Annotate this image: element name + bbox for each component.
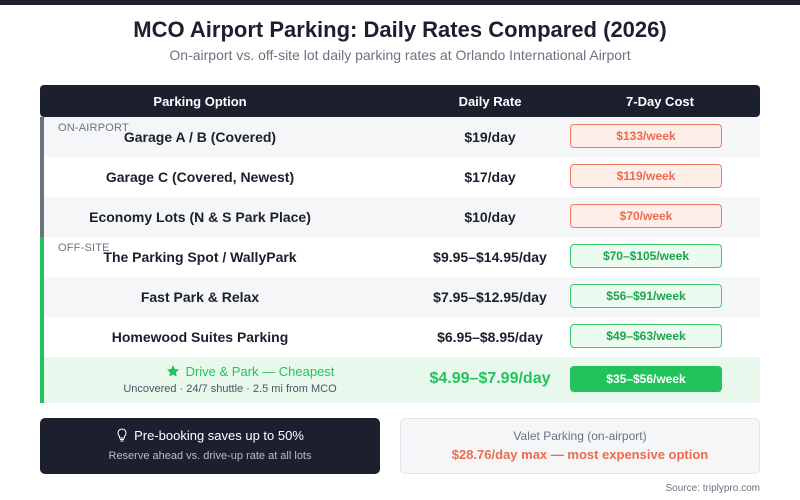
prebook-callout: Pre-booking saves up to 50% Reserve ahea… (40, 418, 380, 474)
row-week-cost-badge: $70/week (570, 204, 722, 228)
section-label-off-site: OFF-SITE (58, 242, 110, 254)
prebook-callout-title: Pre-booking saves up to 50% (40, 428, 380, 443)
cheapest-option-label: Drive & Park — Cheapest (185, 364, 335, 379)
column-header-option: Parking Option (153, 94, 247, 109)
cheapest-week-cost-badge: $35–$56/week (570, 366, 722, 392)
cheapest-option-row: Drive & Park — Cheapest Uncovered · 24/7… (40, 357, 760, 403)
table-row: Fast Park & Relax $7.95–$12.95/day $56–$… (40, 277, 760, 317)
row-option: Economy Lots (N & S Park Place) (89, 209, 311, 225)
lightbulb-icon (117, 428, 127, 442)
table-row: Garage C (Covered, Newest) $17/day $119/… (40, 157, 760, 197)
cheapest-daily-rate: $4.99–$7.99/day (429, 370, 551, 387)
table-row: The Parking Spot / WallyPark $9.95–$14.9… (40, 237, 760, 277)
row-week-cost-badge: $133/week (570, 124, 722, 148)
table-row: Economy Lots (N & S Park Place) $10/day … (40, 197, 760, 237)
row-option: Homewood Suites Parking (111, 329, 289, 345)
row-week-cost-badge: $70–$105/week (570, 244, 722, 268)
valet-callout: Valet Parking (on-airport) $28.76/day ma… (400, 418, 760, 474)
row-daily-rate: $7.95–$12.95/day (433, 289, 547, 305)
table-header: Parking Option Daily Rate 7-Day Cost (40, 85, 760, 117)
table-row: Garage A / B (Covered) $19/day $133/week (40, 117, 760, 157)
source-credit: Source: triplypro.com (665, 483, 760, 494)
cheapest-option-details: Uncovered · 24/7 shuttle · 2.5 mi from M… (123, 383, 337, 395)
star-icon (166, 365, 179, 377)
row-daily-rate: $19/day (464, 129, 516, 145)
row-option: Garage A / B (Covered) (123, 129, 277, 145)
chart-title: MCO Airport Parking: Daily Rates Compare… (133, 17, 667, 42)
prebook-callout-text: Reserve ahead vs. drive-up rate at all l… (108, 450, 312, 462)
row-option: Garage C (Covered, Newest) (105, 169, 295, 185)
row-week-cost-badge: $56–$91/week (570, 284, 722, 308)
column-header-daily-rate: Daily Rate (458, 94, 522, 109)
column-header-week-cost: 7-Day Cost (626, 94, 694, 109)
row-daily-rate: $17/day (464, 169, 516, 185)
off-site-section-stripe (40, 237, 44, 403)
row-daily-rate: $9.95–$14.95/day (433, 249, 547, 265)
row-week-cost-badge: $49–$63/week (570, 324, 722, 348)
top-accent-bar (0, 0, 800, 5)
valet-callout-title: Valet Parking (on-airport) (513, 429, 647, 443)
row-week-cost-badge: $119/week (570, 164, 722, 188)
chart-subtitle: On-airport vs. off-site lot daily parkin… (169, 47, 631, 63)
prebook-title-text: Pre-booking saves up to 50% (134, 428, 304, 443)
row-daily-rate: $10/day (464, 209, 516, 225)
valet-callout-text: $28.76/day max — most expensive option (451, 447, 709, 462)
cheapest-option-name: Drive & Park — Cheapest (100, 364, 400, 379)
section-label-on-airport: ON-AIRPORT (58, 122, 129, 134)
on-airport-section-stripe (40, 117, 44, 237)
row-daily-rate: $6.95–$8.95/day (437, 329, 543, 345)
table-row: Homewood Suites Parking $6.95–$8.95/day … (40, 317, 760, 357)
row-option: Fast Park & Relax (140, 289, 260, 305)
row-option: The Parking Spot / WallyPark (103, 249, 297, 265)
